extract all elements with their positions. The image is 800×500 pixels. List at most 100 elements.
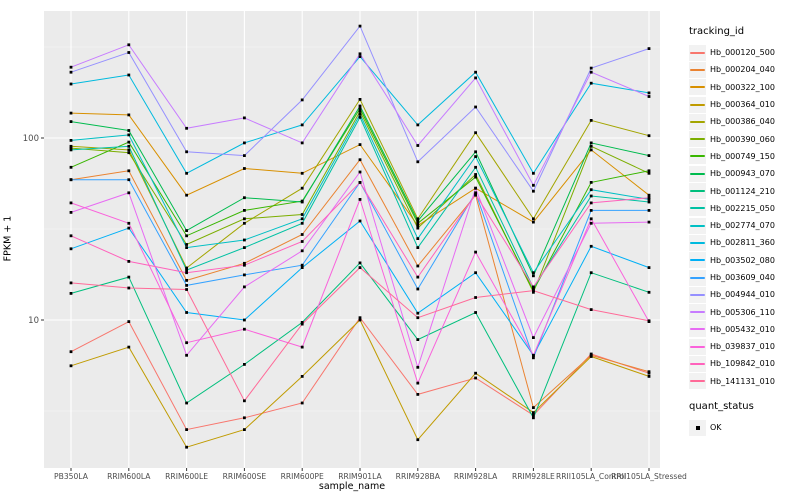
legend-color-line-icon [690,86,705,89]
data-point [474,70,477,74]
data-point [589,119,593,122]
data-point [127,320,131,323]
black-square-point-icon [695,425,700,430]
legend-key-box [689,96,706,113]
x-tick-label: RRII105LA_Control [556,472,626,481]
legend-color-line-icon [690,190,705,193]
legend-label: Hb_004944_010 [710,290,775,300]
data-point [589,141,593,145]
legend-label: Hb_002215_050 [710,203,775,213]
data-point [69,139,73,142]
data-point [358,24,362,28]
data-point [69,178,73,182]
data-point [300,233,304,236]
x-tick-label: RRIM928LA [454,472,498,481]
data-point [69,281,73,285]
data-point [416,316,420,320]
data-point [589,355,593,358]
data-point [185,229,188,232]
legend-entry-Hb_000386_040: Hb_000386_040 [689,113,799,130]
data-point [474,155,477,158]
data-point [416,381,420,385]
data-point [300,266,304,269]
legend-label: Hb_000386_040 [710,117,775,127]
data-point [185,401,188,405]
data-point [532,171,535,175]
x-tick-label: RRIM600SE [223,472,267,481]
data-point [589,221,593,225]
data-point [243,217,246,221]
data-point [589,188,593,192]
data-point [185,311,188,314]
data-point [416,226,420,230]
data-point [243,363,246,366]
legend-color-line-icon [690,259,705,262]
data-point [243,221,246,225]
legend-key-box [689,113,706,130]
data-point [243,285,246,289]
data-point [243,261,246,265]
data-point [243,428,246,431]
x-tick-label: RRIM928LE [512,472,555,481]
data-point [243,263,246,267]
data-point [474,250,477,254]
y-axis-title: FPKM + 1 [2,215,14,262]
data-point [416,287,420,291]
data-point [474,165,477,169]
data-point [416,144,420,147]
data-point [69,211,73,214]
legend-color-line-icon [690,51,705,54]
data-point [358,55,362,58]
data-point [185,193,188,197]
legend-title-tracking-id: tracking_id [689,26,745,37]
data-point [185,445,188,449]
legend-color-line-icon [690,311,705,314]
data-point [69,111,73,115]
data-point [474,131,477,135]
legend-label: Hb_005306_110 [710,307,775,317]
data-point [358,198,362,201]
legend-key-box [689,304,706,321]
data-point [185,150,188,154]
data-point [532,411,535,414]
data-point [647,220,651,224]
data-point [474,186,477,190]
data-point [300,123,304,127]
legend-color-line-icon [690,345,705,348]
legend-label: Hb_141131_010 [710,376,775,386]
legend-entry-Hb_000364_010: Hb_000364_010 [689,96,799,113]
data-point [589,66,593,70]
data-point [358,52,362,56]
data-point [532,353,535,357]
data-point [358,261,362,265]
data-point [127,260,131,263]
data-point [243,141,246,145]
data-point [69,144,73,148]
data-point [589,271,593,275]
data-point [127,151,131,155]
data-point [416,275,420,279]
legend-entry-ok: OK [689,419,799,436]
legend-label: Hb_000322_100 [710,82,775,92]
legend-quant-status-block: quant_status OK [689,401,799,436]
legend-entry-Hb_002215_050: Hb_002215_050 [689,200,799,217]
legend-key-box [689,269,706,286]
legend-entry-Hb_000120_500: Hb_000120_500 [689,44,799,61]
data-point [589,308,593,311]
data-point [416,365,420,369]
data-point [243,167,246,170]
legend-color-line-icon [690,224,705,227]
y-tick-label: 100 [23,134,39,144]
data-point [416,393,420,396]
legend-key-box [689,44,706,61]
data-point [127,169,131,173]
data-point [185,428,188,431]
data-point [647,193,651,197]
data-point [300,221,304,225]
data-point [589,81,593,85]
legend-key-box [689,131,706,148]
data-point [474,175,477,179]
data-point [243,416,246,420]
data-point [69,146,73,150]
legend-color-line-icon [690,138,705,141]
